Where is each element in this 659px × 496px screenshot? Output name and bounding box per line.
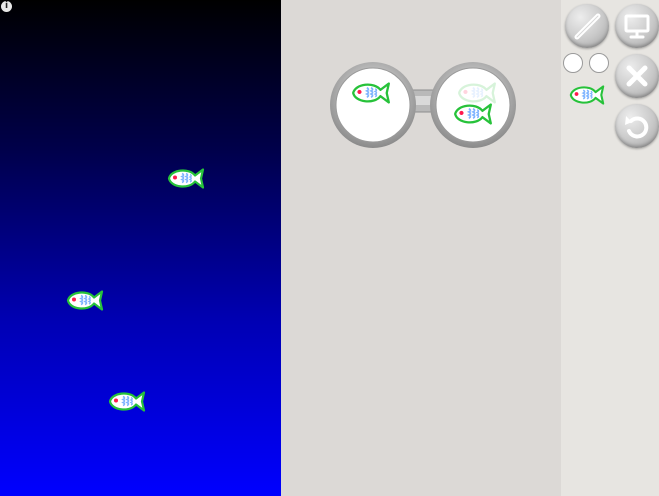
fish-sprite[interactable] xyxy=(165,166,207,191)
tool-sidebar xyxy=(561,0,659,496)
workspace-panel[interactable] xyxy=(281,0,561,496)
fish-sprite[interactable] xyxy=(64,288,106,313)
goggle-fish-left[interactable] xyxy=(349,80,393,106)
pencil-button[interactable] xyxy=(565,4,609,48)
delete-button[interactable] xyxy=(615,54,659,98)
fish-sprite[interactable] xyxy=(106,389,148,414)
color-slot[interactable] xyxy=(589,53,609,73)
info-icon[interactable]: i xyxy=(1,1,12,12)
undo-button[interactable] xyxy=(615,104,659,148)
monitor-icon xyxy=(624,14,650,39)
pencil-icon xyxy=(574,13,601,40)
close-icon xyxy=(626,65,648,87)
screen-button[interactable] xyxy=(615,4,659,48)
undo-icon xyxy=(625,116,649,139)
ocean-panel[interactable]: i xyxy=(0,0,281,496)
goggle-fish-right[interactable] xyxy=(451,101,495,127)
selected-fish-icon[interactable] xyxy=(567,83,607,107)
goggles-viewer[interactable] xyxy=(328,62,518,152)
color-slot[interactable] xyxy=(563,53,583,73)
